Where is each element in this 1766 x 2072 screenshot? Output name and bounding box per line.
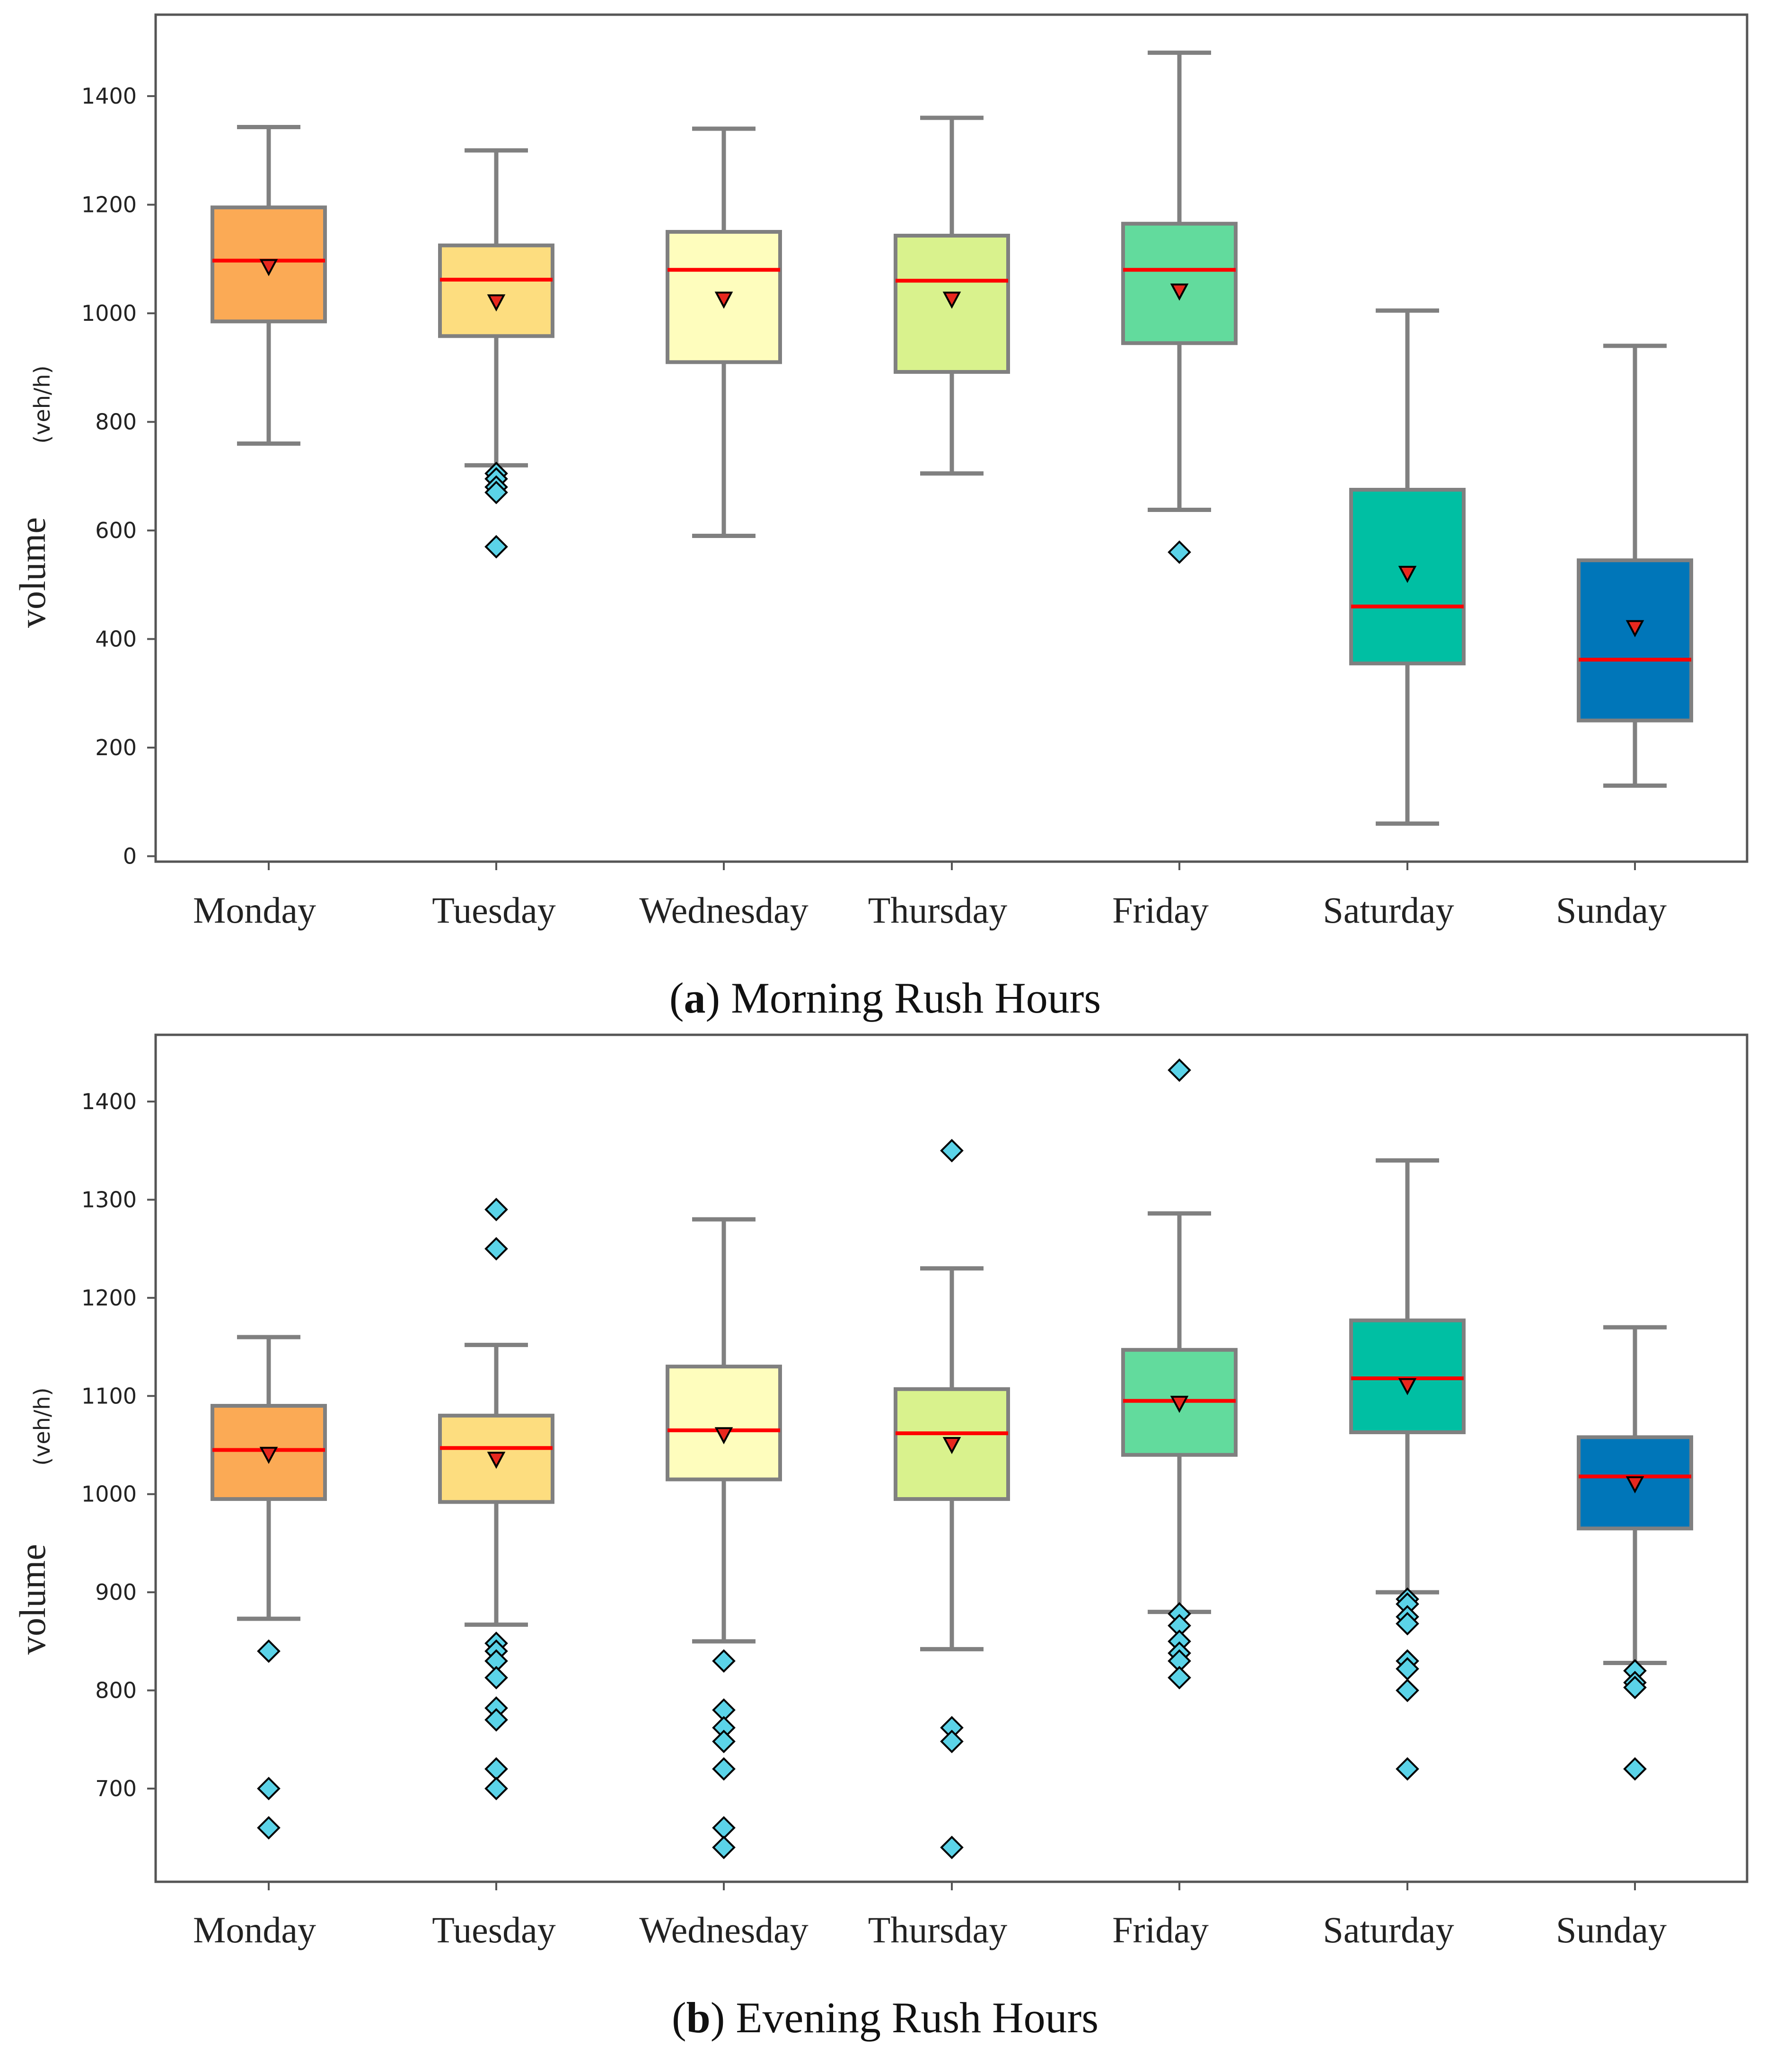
- box-friday: [1121, 221, 1238, 345]
- box-wednesday: [666, 1365, 782, 1481]
- mean-marker: [1625, 620, 1644, 637]
- mean-marker: [487, 1452, 506, 1469]
- mean-marker: [487, 294, 506, 312]
- outlier-point: [1623, 1675, 1647, 1700]
- outlier-point: [484, 1198, 508, 1222]
- outlier-point: [1396, 1757, 1419, 1781]
- x-category-label: Sunday: [1556, 1909, 1667, 1950]
- outlier-point: [940, 1138, 964, 1163]
- mean-marker: [1170, 283, 1189, 301]
- box-tuesday: [438, 243, 554, 338]
- outlier-point: [484, 535, 508, 559]
- chart-morning: 0 200 400 600 800 1000 1200 1400 Monday Tuesday We…: [12, 13, 1748, 1022]
- mean-marker: [942, 291, 961, 309]
- outlier-point: [1168, 540, 1191, 564]
- mean-marker: [714, 291, 733, 309]
- caption-letter-a: a: [684, 974, 705, 1022]
- outlier-point: [712, 1835, 736, 1860]
- outlier-point: [257, 1816, 281, 1840]
- outlier-point: [484, 1708, 508, 1732]
- outlier-point: [1623, 1757, 1647, 1781]
- y-tick-label: 800: [95, 1678, 137, 1703]
- mean-marker: [714, 1427, 733, 1445]
- caption-evening: (b) Evening Rush Hours: [672, 1993, 1098, 2042]
- y-tick-label: 200: [95, 735, 137, 760]
- mean-marker: [1170, 1395, 1189, 1413]
- x-category-label: Wednesday: [639, 890, 808, 931]
- outlier-point: [484, 1237, 508, 1261]
- outlier-point: [940, 1835, 964, 1860]
- box-sunday: [1577, 558, 1693, 723]
- y-tick-label: 0: [123, 844, 137, 869]
- x-category-label: Sunday: [1556, 890, 1667, 931]
- outlier-point: [940, 1729, 964, 1754]
- outlier-point: [712, 1816, 736, 1840]
- outlier-point: [257, 1639, 281, 1663]
- y-tick-label: 1000: [81, 300, 137, 326]
- box-saturday: [1349, 1318, 1466, 1435]
- outlier-point: [1396, 1678, 1419, 1702]
- x-category-label: Thursday: [868, 1909, 1008, 1950]
- outlier-point: [712, 1757, 736, 1781]
- caption-text-b: Evening Rush Hours: [736, 1993, 1098, 2042]
- chart-evening: 700 800 900 1000 1100 1200 1300 1400 Monday Tuesd…: [12, 1033, 1748, 2042]
- outlier-point: [712, 1649, 736, 1673]
- mean-marker: [1625, 1476, 1644, 1494]
- outlier-point: [1396, 1612, 1419, 1636]
- mean-marker: [259, 259, 278, 276]
- x-category-label: Friday: [1112, 890, 1209, 931]
- x-category-label: Monday: [193, 890, 316, 931]
- mean-marker: [1398, 565, 1417, 583]
- x-category-label: Friday: [1112, 1909, 1209, 1950]
- y-tick-label: 900: [95, 1579, 137, 1605]
- outlier-point: [712, 1729, 736, 1754]
- x-category-label: Monday: [193, 1909, 316, 1950]
- y-tick-label: 1200: [81, 1285, 137, 1311]
- y-tick-label: 1300: [81, 1187, 137, 1212]
- outlier-point: [1168, 1058, 1191, 1082]
- outlier-point: [484, 1777, 508, 1800]
- outlier-point: [1168, 1666, 1191, 1690]
- x-category-label: Wednesday: [639, 1909, 808, 1950]
- outlier-point: [257, 1777, 281, 1800]
- y-tick-label: 1400: [81, 1089, 137, 1114]
- y-tick-label: 400: [95, 626, 137, 652]
- y-tick-label: 600: [95, 518, 137, 543]
- y-axis-unit-evening: (veh/h): [29, 1387, 55, 1465]
- caption-text-a: Morning Rush Hours: [731, 974, 1101, 1022]
- y-axis-label-evening: volume: [12, 1544, 53, 1655]
- outlier-point: [484, 480, 508, 504]
- x-category-label: Tuesday: [432, 890, 556, 931]
- x-category-label: Saturday: [1323, 890, 1454, 931]
- mean-marker: [942, 1437, 961, 1455]
- x-category-label: Thursday: [868, 890, 1008, 931]
- y-axis-label-morning: volume: [12, 517, 53, 628]
- plot-area-evening: 700 800 900 1000 1100 1200 1300 1400 Monday Tuesd…: [81, 1058, 1693, 1950]
- y-tick-label: 700: [95, 1776, 137, 1801]
- y-tick-label: 800: [95, 409, 137, 435]
- y-tick-label: 1100: [81, 1383, 137, 1409]
- y-axis-unit-morning: (veh/h): [29, 365, 55, 443]
- x-category-label: Tuesday: [432, 1909, 556, 1950]
- y-tick-label: 1400: [81, 83, 137, 109]
- plot-area-morning: 0 200 400 600 800 1000 1200 1400 Monday Tuesday We…: [81, 50, 1693, 931]
- caption-letter-b: b: [686, 1993, 711, 2042]
- x-category-label: Saturday: [1323, 1909, 1454, 1950]
- outlier-point: [484, 1666, 508, 1690]
- y-tick-label: 1200: [81, 192, 137, 218]
- caption-morning: (a) Morning Rush Hours: [669, 974, 1101, 1022]
- y-tick-label: 1000: [81, 1481, 137, 1507]
- outlier-point: [484, 1757, 508, 1781]
- mean-marker: [1398, 1378, 1417, 1395]
- mean-marker: [259, 1446, 278, 1464]
